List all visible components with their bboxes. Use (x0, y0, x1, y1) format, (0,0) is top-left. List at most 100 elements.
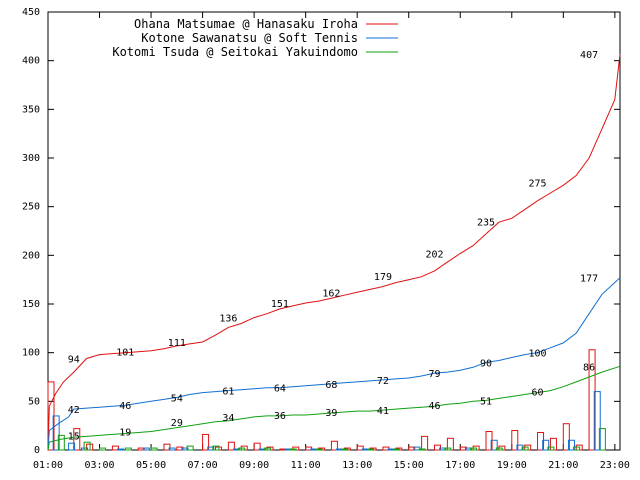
point-label: 60 (532, 388, 544, 399)
point-label: 42 (68, 405, 80, 416)
hourly-bar (207, 446, 215, 451)
y-tick-label: 250 (22, 202, 40, 213)
x-tick-label: 23:00 (600, 460, 630, 471)
hourly-bar (330, 440, 338, 451)
hourly-bar (142, 447, 150, 451)
chart-axes: 0 50 100 150 200 250 300 350 400 450 01:00 03:00 05:… (22, 7, 630, 471)
hourly-bar (202, 433, 210, 451)
hourly-bar (470, 447, 478, 451)
hourly-bar (444, 447, 452, 451)
hourly-bar (315, 448, 323, 451)
point-label: 162 (322, 288, 340, 299)
point-label: 79 (428, 369, 440, 380)
legend-entry: Ohana Matsumae @ Hanasaku Iroha (134, 17, 358, 31)
point-label: 100 (529, 349, 547, 360)
hourly-bar (588, 349, 596, 451)
point-label: 179 (374, 272, 392, 283)
point-label: 15 (68, 431, 80, 442)
hourly-bar (57, 434, 65, 451)
y-tick-label: 0 (34, 445, 40, 456)
hourly-bar (593, 391, 601, 451)
point-label: 36 (274, 411, 286, 422)
hourly-bar (168, 447, 176, 451)
hourly-bar (238, 447, 246, 451)
hourly-bar (150, 447, 158, 451)
hourly-bar (73, 428, 81, 451)
point-label: 46 (428, 401, 440, 412)
point-label: 64 (274, 384, 286, 395)
point-label: 41 (377, 406, 389, 417)
hourly-bar (117, 448, 125, 451)
hourly-bar (567, 439, 575, 451)
x-tick-label: 19:00 (497, 460, 527, 471)
x-tick-label: 13:00 (342, 460, 372, 471)
point-label: 46 (119, 401, 131, 412)
hourly-bar (83, 441, 91, 451)
hourly-bar (408, 446, 416, 451)
hourly-bar (439, 447, 447, 451)
y-tick-label: 350 (22, 104, 40, 115)
hourly-bar (542, 439, 550, 451)
point-label: 34 (222, 413, 234, 424)
hourly-bar (99, 447, 107, 451)
point-label: 29 (171, 418, 183, 429)
hourly-bar (495, 447, 503, 451)
y-tick-label: 200 (22, 250, 40, 261)
hourly-bar (186, 445, 194, 451)
hourly-bar (537, 431, 545, 451)
point-label: 177 (580, 274, 598, 285)
y-tick-label: 100 (22, 348, 40, 359)
x-tick-label: 21:00 (548, 460, 578, 471)
hourly-bar (418, 448, 426, 451)
hourly-bar (181, 447, 189, 451)
hourly-bar (163, 443, 171, 451)
hourly-bar (366, 448, 374, 451)
series-line (47, 53, 621, 451)
hourly-bar (464, 447, 472, 451)
hourly-bar (212, 445, 220, 451)
point-label: 19 (119, 428, 131, 439)
hourly-bars (47, 349, 606, 451)
point-label: 151 (271, 299, 289, 310)
point-label: 94 (68, 355, 80, 366)
hourly-bar (137, 447, 145, 451)
hourly-bar (289, 448, 297, 451)
point-label: 39 (325, 408, 337, 419)
y-tick-label: 150 (22, 299, 40, 310)
point-label: 202 (425, 249, 443, 260)
hourly-bar (573, 446, 581, 451)
hourly-bar (547, 446, 555, 451)
hourly-bar (68, 442, 76, 451)
hourly-bar (263, 447, 271, 451)
hourly-bar (421, 435, 429, 451)
hourly-bar (124, 447, 132, 451)
y-tick-label: 300 (22, 153, 40, 164)
legend-entry: Kotomi Tsuda @ Seitokai Yakuindomo (112, 45, 358, 59)
hourly-bar (111, 445, 119, 451)
point-label: 101 (116, 348, 134, 359)
point-label: 136 (219, 314, 237, 325)
x-tick-label: 03:00 (84, 460, 114, 471)
hourly-bar (521, 446, 529, 451)
hourly-bar (490, 439, 498, 451)
x-tick-label: 17:00 (445, 460, 475, 471)
cumulative-lines (47, 53, 621, 451)
point-label: 111 (168, 338, 186, 349)
series-line (47, 277, 621, 451)
point-label: 86 (583, 362, 595, 373)
x-tick-label: 11:00 (291, 460, 321, 471)
point-label: 72 (377, 376, 389, 387)
hourly-bar (253, 442, 261, 451)
x-tick-label: 05:00 (136, 460, 166, 471)
point-label: 275 (529, 178, 547, 189)
hourly-bar (562, 423, 570, 451)
legend-entry: Kotone Sawanatsu @ Soft Tennis (141, 31, 358, 45)
point-label: 235 (477, 217, 495, 228)
point-label: 407 (580, 50, 598, 61)
x-tick-label: 07:00 (188, 460, 218, 471)
hourly-bar (52, 415, 60, 451)
hourly-bar (227, 441, 235, 451)
point-label: 68 (325, 380, 337, 391)
